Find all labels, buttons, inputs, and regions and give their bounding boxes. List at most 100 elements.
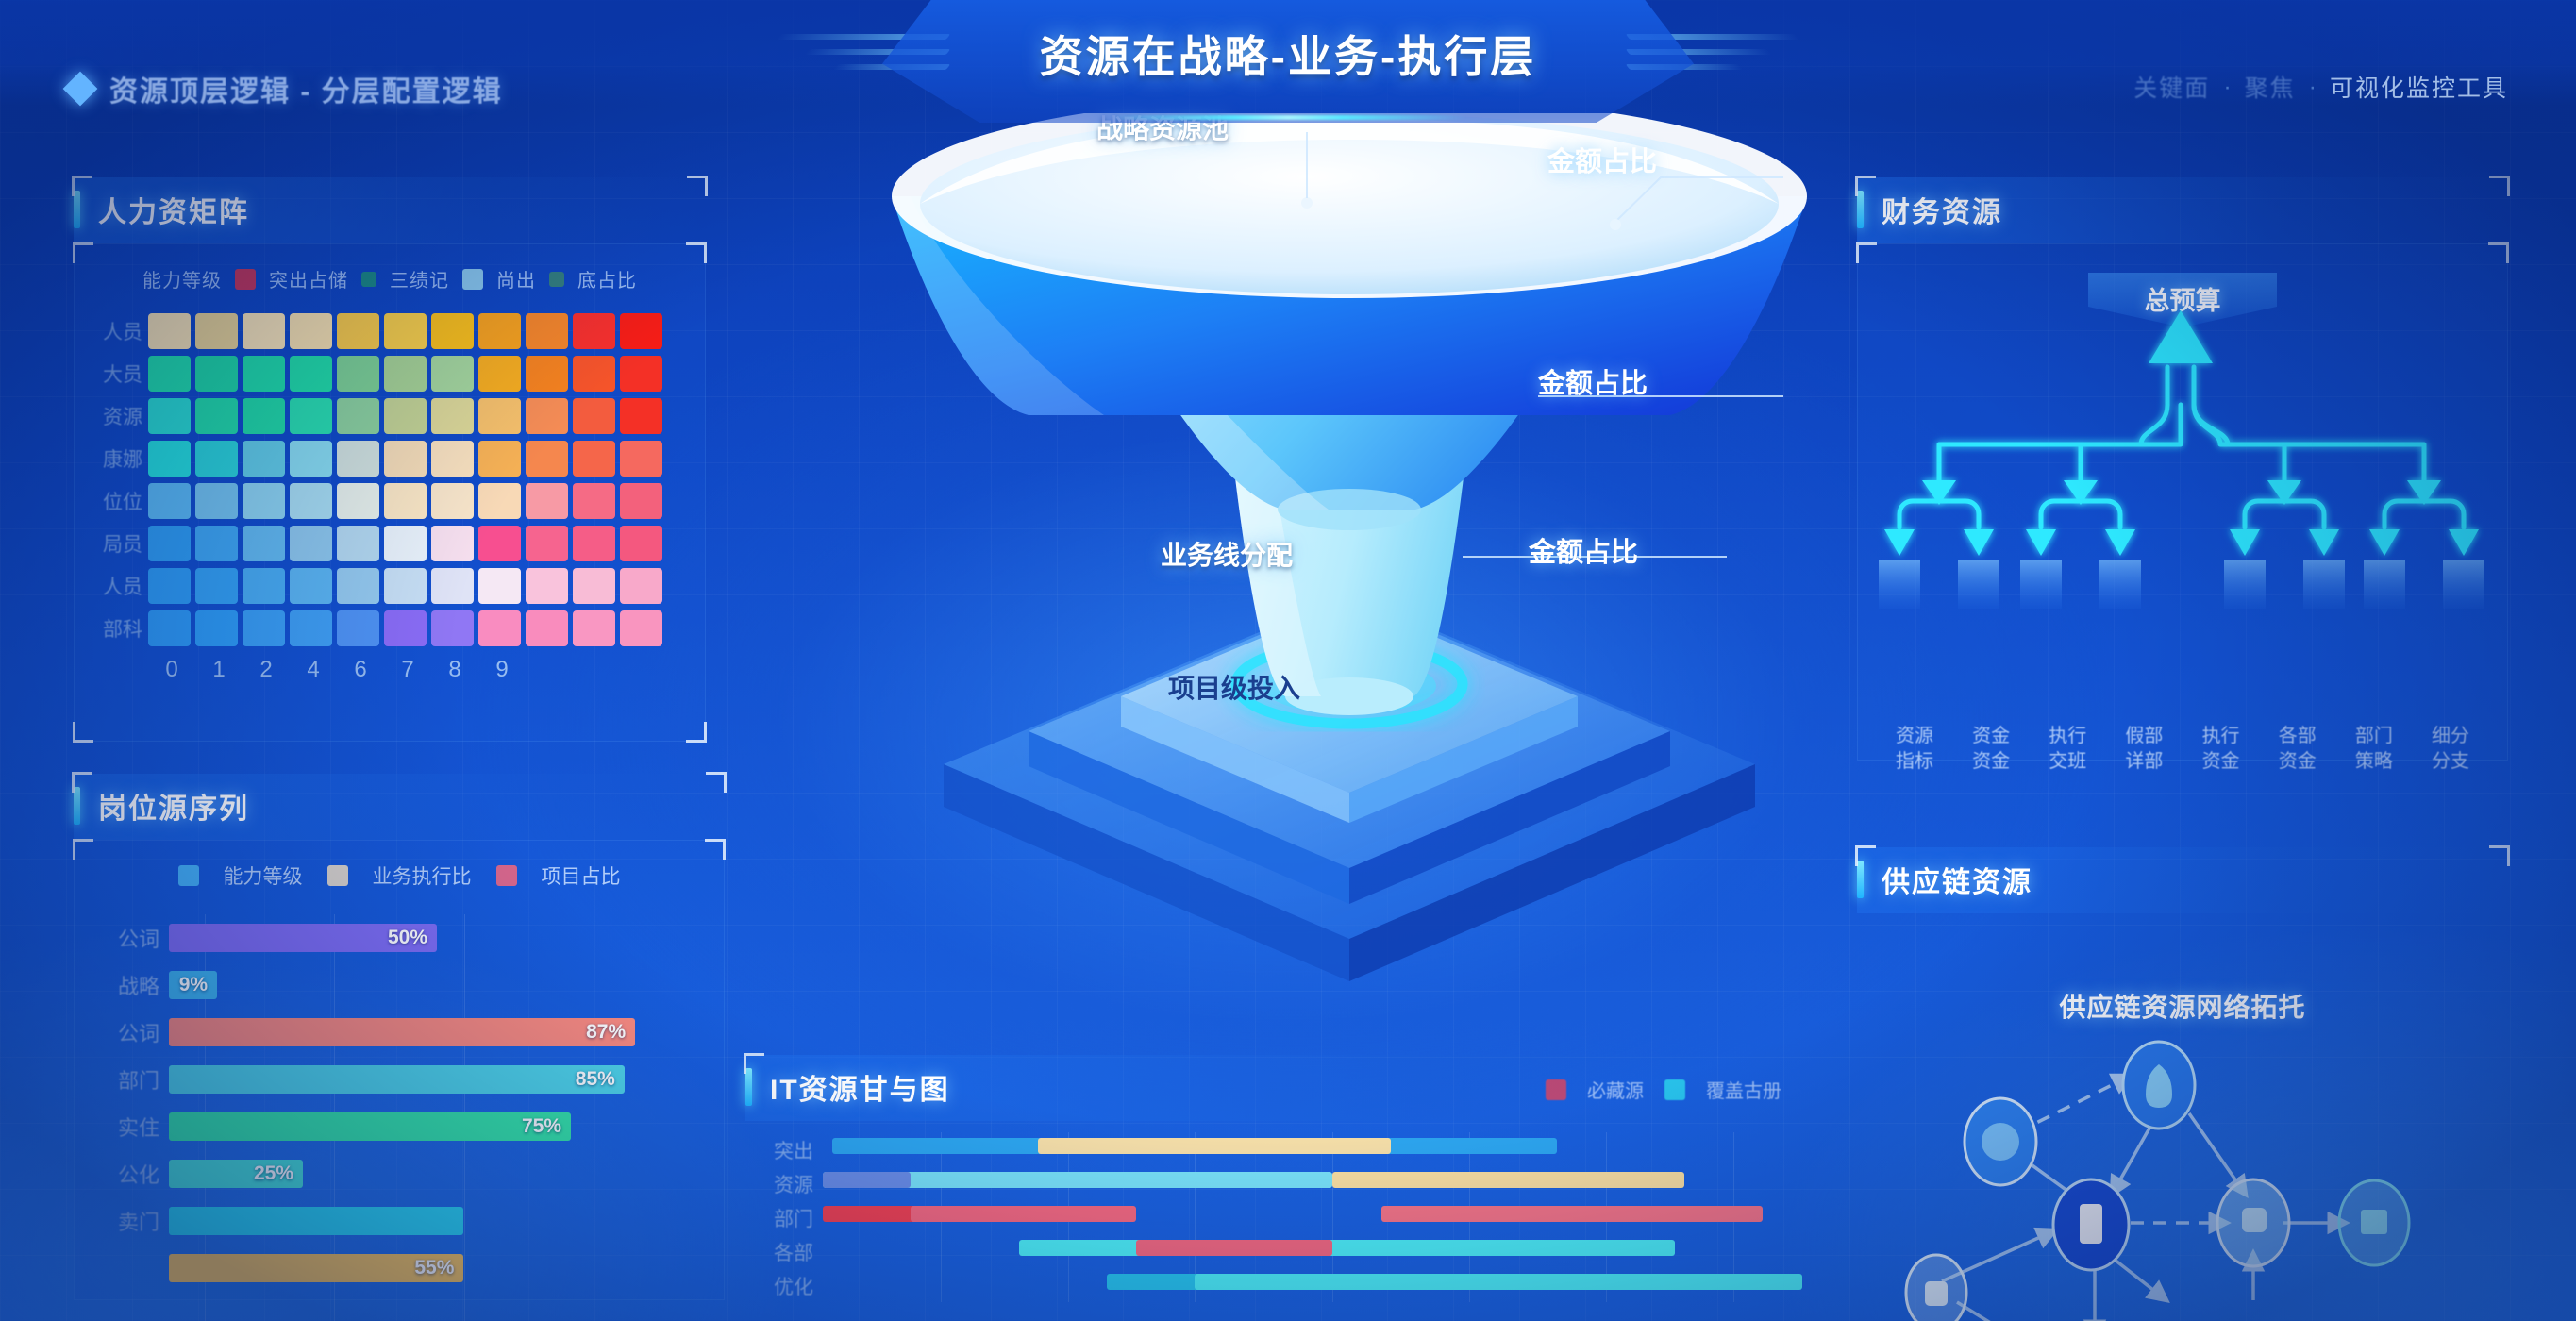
heatmap-cell[interactable]	[337, 567, 379, 604]
heatmap-cell[interactable]	[243, 525, 285, 561]
heatmap-cell[interactable]	[148, 355, 191, 392]
heatmap-cell[interactable]	[290, 525, 332, 561]
heatmap-cell[interactable]	[478, 440, 521, 477]
heatmap-cell[interactable]	[620, 525, 662, 561]
heatmap-cell[interactable]	[384, 355, 427, 392]
heatmap-cell[interactable]	[620, 397, 662, 434]
heatmap-cell[interactable]	[148, 397, 191, 434]
heatmap-cell[interactable]	[478, 312, 521, 349]
gantt-bar[interactable]	[1195, 1274, 1802, 1290]
bar-row[interactable]: 公词 87%	[118, 1009, 705, 1056]
bar-row[interactable]: 卖门	[118, 1197, 705, 1245]
heatmap-cell[interactable]	[526, 567, 568, 604]
heatmap-cell[interactable]	[195, 355, 238, 392]
heatmap-cell[interactable]	[526, 397, 568, 434]
heatmap-cell[interactable]	[384, 567, 427, 604]
heatmap-cell[interactable]	[337, 440, 379, 477]
heatmap-cell[interactable]	[478, 567, 521, 604]
gantt-bar[interactable]	[1380, 1206, 1764, 1222]
heatmap-cell[interactable]	[290, 397, 332, 434]
gantt-bar[interactable]	[911, 1206, 1137, 1222]
heatmap-cell[interactable]	[195, 525, 238, 561]
heatmap-cell[interactable]	[337, 482, 379, 519]
bar-fill[interactable]: 25%	[169, 1160, 303, 1188]
heatmap-cell[interactable]	[573, 440, 615, 477]
finance-leaf-label[interactable]: 部门 策略	[2340, 724, 2408, 775]
heatmap-cell[interactable]	[620, 355, 662, 392]
bar-fill[interactable]: 87%	[169, 1018, 636, 1046]
heatmap-cell[interactable]	[478, 525, 521, 561]
heatmap-cell[interactable]	[290, 567, 332, 604]
heatmap-cell[interactable]	[573, 525, 615, 561]
header-right-item-1[interactable]: 聚焦	[2244, 75, 2296, 102]
heatmap-cell[interactable]	[431, 397, 474, 434]
heatmap-cell[interactable]	[620, 610, 662, 646]
gantt-chart[interactable]: 突出 资源 部门 各部 优化	[745, 1132, 1802, 1302]
finance-leaf-label[interactable]: 假部 详部	[2110, 724, 2178, 775]
bar-fill[interactable]: 85%	[169, 1065, 625, 1094]
heatmap-cell[interactable]	[478, 355, 521, 392]
heatmap-grid[interactable]: 人员 大员 资源 康娜 位位 局员 人员 部科	[75, 309, 705, 649]
supply-chain-network[interactable]	[1857, 970, 2508, 1321]
bar-row[interactable]: 实住 75%	[118, 1103, 705, 1150]
heatmap-cell[interactable]	[195, 567, 238, 604]
heatmap-cell[interactable]	[384, 312, 427, 349]
heatmap-cell[interactable]	[243, 482, 285, 519]
heatmap-cell[interactable]	[243, 567, 285, 604]
heatmap-cell[interactable]	[337, 312, 379, 349]
heatmap-cell[interactable]	[243, 610, 285, 646]
heatmap-cell[interactable]	[526, 482, 568, 519]
heatmap-cell[interactable]	[431, 355, 474, 392]
resource-funnel[interactable]: 战略资源池 业务线分配 项目级投入 金额占比 金额占比 金额占比	[878, 94, 1821, 1076]
heatmap-cell[interactable]	[195, 610, 238, 646]
heatmap-cell[interactable]	[195, 312, 238, 349]
heatmap-cell[interactable]	[243, 355, 285, 392]
heatmap-cell[interactable]	[148, 312, 191, 349]
heatmap-cell[interactable]	[290, 312, 332, 349]
heatmap-cell[interactable]	[195, 482, 238, 519]
heatmap-cell[interactable]	[526, 610, 568, 646]
heatmap-cell[interactable]	[573, 397, 615, 434]
heatmap-cell[interactable]	[243, 397, 285, 434]
gantt-bar[interactable]	[823, 1172, 1332, 1188]
heatmap-cell[interactable]	[243, 312, 285, 349]
heatmap-cell[interactable]	[290, 482, 332, 519]
heatmap-cell[interactable]	[290, 610, 332, 646]
heatmap-cell[interactable]	[384, 482, 427, 519]
heatmap-cell[interactable]	[384, 440, 427, 477]
heatmap-cell[interactable]	[384, 525, 427, 561]
gantt-bar[interactable]	[1331, 1172, 1685, 1188]
heatmap-cell[interactable]	[148, 525, 191, 561]
heatmap-cell[interactable]	[148, 482, 191, 519]
bar-fill[interactable]: 75%	[169, 1112, 571, 1141]
heatmap-cell[interactable]	[526, 312, 568, 349]
heatmap-cell[interactable]	[148, 440, 191, 477]
heatmap-cell[interactable]	[243, 440, 285, 477]
bar-fill[interactable]: 50%	[169, 924, 437, 952]
bar-fill[interactable]	[169, 1207, 464, 1235]
heatmap-cell[interactable]	[431, 525, 474, 561]
header-right-item-2[interactable]: 可视化监控工具	[2329, 75, 2508, 102]
gantt-bar[interactable]	[1018, 1240, 1676, 1256]
heatmap-cell[interactable]	[384, 610, 427, 646]
heatmap-cell[interactable]	[620, 567, 662, 604]
bar-row[interactable]: 部门 85%	[118, 1056, 705, 1103]
heatmap-cell[interactable]	[431, 567, 474, 604]
heatmap-cell[interactable]	[526, 525, 568, 561]
finance-leaf-label[interactable]: 各部 资金	[2264, 724, 2332, 775]
heatmap-cell[interactable]	[620, 312, 662, 349]
heatmap-cell[interactable]	[431, 440, 474, 477]
heatmap-cell[interactable]	[526, 440, 568, 477]
header-right-item-0[interactable]: 关键面	[2133, 75, 2211, 102]
heatmap-cell[interactable]	[337, 610, 379, 646]
heatmap-cell[interactable]	[573, 355, 615, 392]
bar-row[interactable]: 战略 9%	[118, 961, 705, 1009]
finance-leaf-label[interactable]: 细分 分支	[2417, 724, 2484, 775]
finance-leaf-label[interactable]: 执行 交班	[2033, 724, 2101, 775]
heatmap-cell[interactable]	[337, 397, 379, 434]
heatmap-cell[interactable]	[431, 610, 474, 646]
heatmap-cell[interactable]	[478, 397, 521, 434]
heatmap-cell[interactable]	[148, 567, 191, 604]
heatmap-cell[interactable]	[620, 482, 662, 519]
gantt-bar[interactable]	[1038, 1138, 1392, 1154]
